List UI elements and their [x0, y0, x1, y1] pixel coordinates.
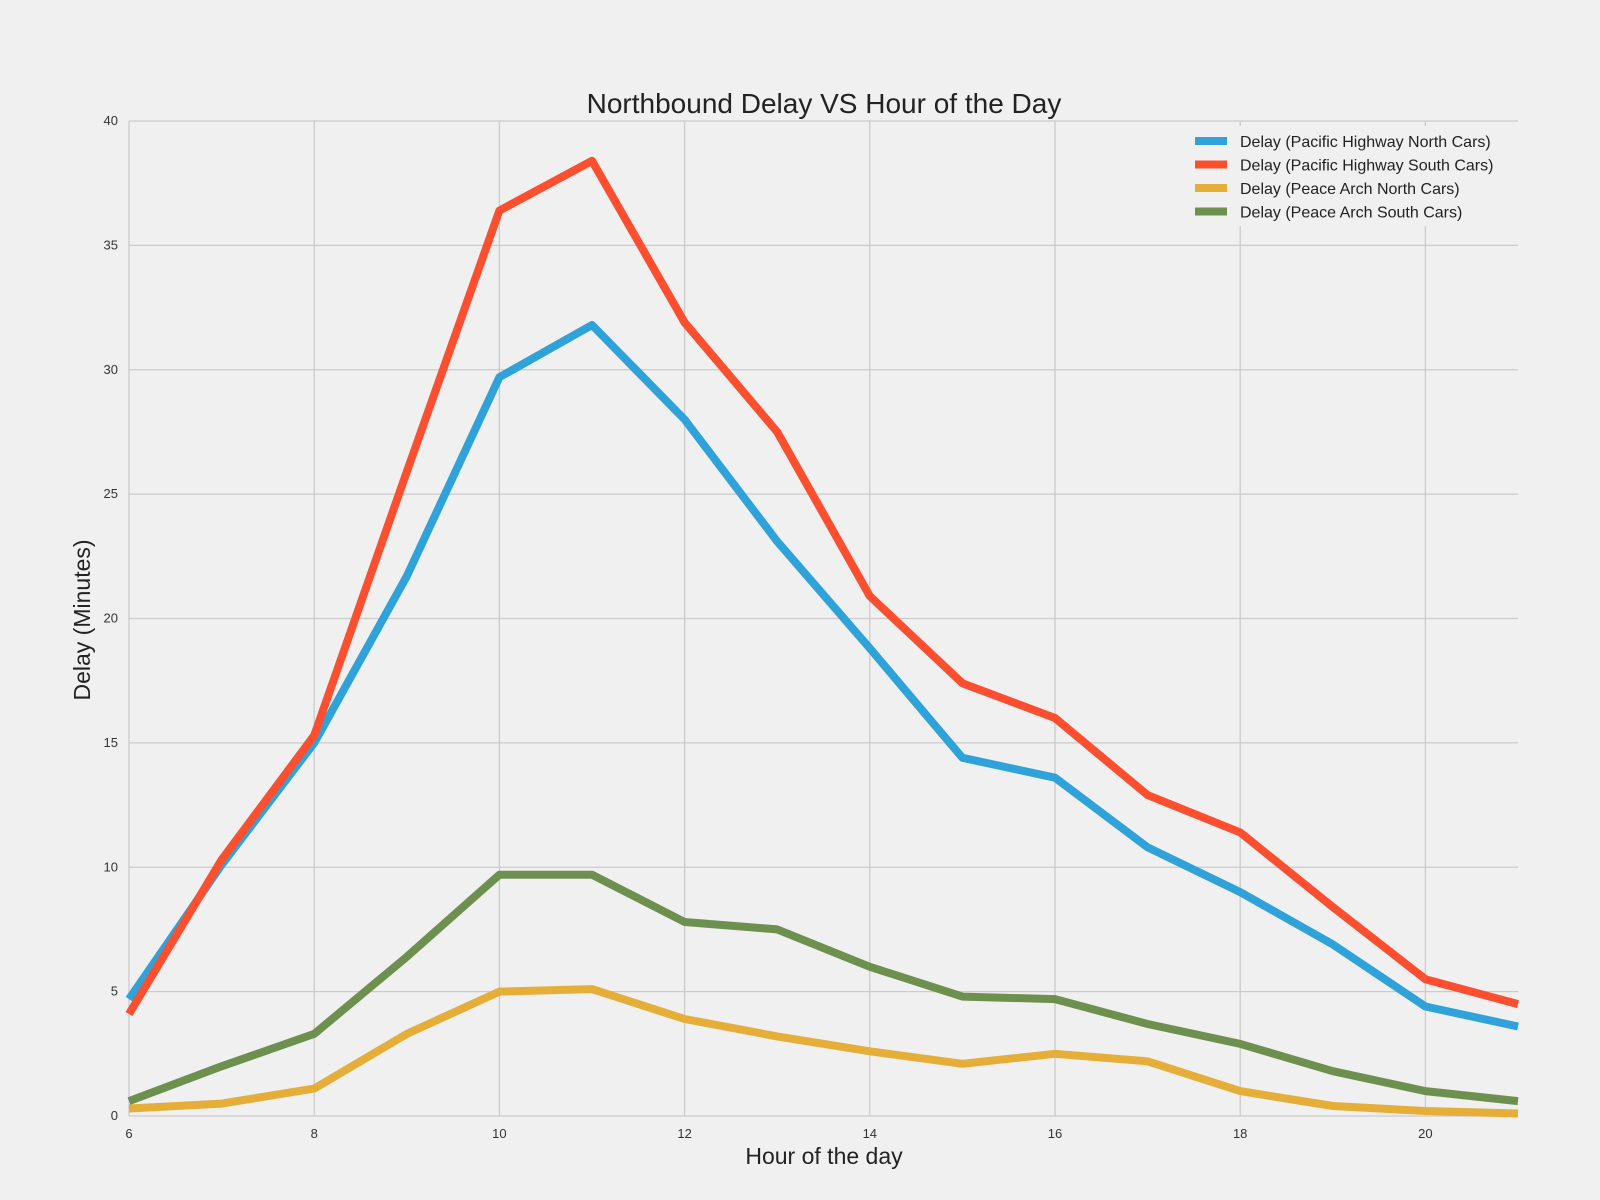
x-tick-label: 12 [677, 1126, 691, 1141]
legend-box [1180, 126, 1508, 226]
x-tick-labels: 6 8 10 12 14 16 18 20 [125, 1126, 1432, 1141]
series-lines [125, 156, 1520, 1118]
legend: Delay (Pacific Highway North Cars) Delay … [1180, 126, 1508, 226]
legend-label: Delay (Peace Arch North Cars) [1240, 181, 1460, 198]
y-tick-label: 40 [104, 113, 118, 128]
y-tick-label: 5 [111, 984, 118, 999]
grid-lines [128, 120, 1518, 1117]
series-line-3 [128, 985, 1519, 1118]
x-tick-label: 14 [863, 1126, 877, 1141]
legend-label: Delay (Pacific Highway South Cars) [1240, 158, 1493, 175]
x-tick-label: 18 [1233, 1126, 1247, 1141]
x-axis-title: Hour of the day [745, 1143, 903, 1169]
y-tick-label: 15 [104, 735, 118, 750]
x-tick-label: 20 [1418, 1126, 1432, 1141]
legend-label: Delay (Pacific Highway North Cars) [1240, 134, 1491, 151]
x-tick-label: 6 [125, 1126, 132, 1141]
legend-label: Delay (Peace Arch South Cars) [1240, 205, 1462, 222]
y-tick-label: 35 [104, 237, 118, 252]
y-axis-title: Delay (Minutes) [69, 539, 95, 700]
x-tick-label: 16 [1048, 1126, 1062, 1141]
x-tick-label: 10 [492, 1126, 506, 1141]
chart-title: Northbound Delay VS Hour of the Day [587, 88, 1062, 119]
y-tick-label: 30 [104, 362, 118, 377]
y-tick-label: 25 [104, 486, 118, 501]
y-tick-labels: 0 5 10 15 20 25 30 35 40 [104, 113, 118, 1123]
x-tick-label: 8 [311, 1126, 318, 1141]
y-tick-label: 0 [111, 1108, 118, 1123]
series-line-4 [127, 870, 1519, 1106]
y-tick-label: 10 [104, 859, 118, 874]
series-line-2 [125, 156, 1520, 1017]
y-tick-label: 20 [104, 611, 118, 626]
series-line-1 [125, 321, 1519, 1031]
